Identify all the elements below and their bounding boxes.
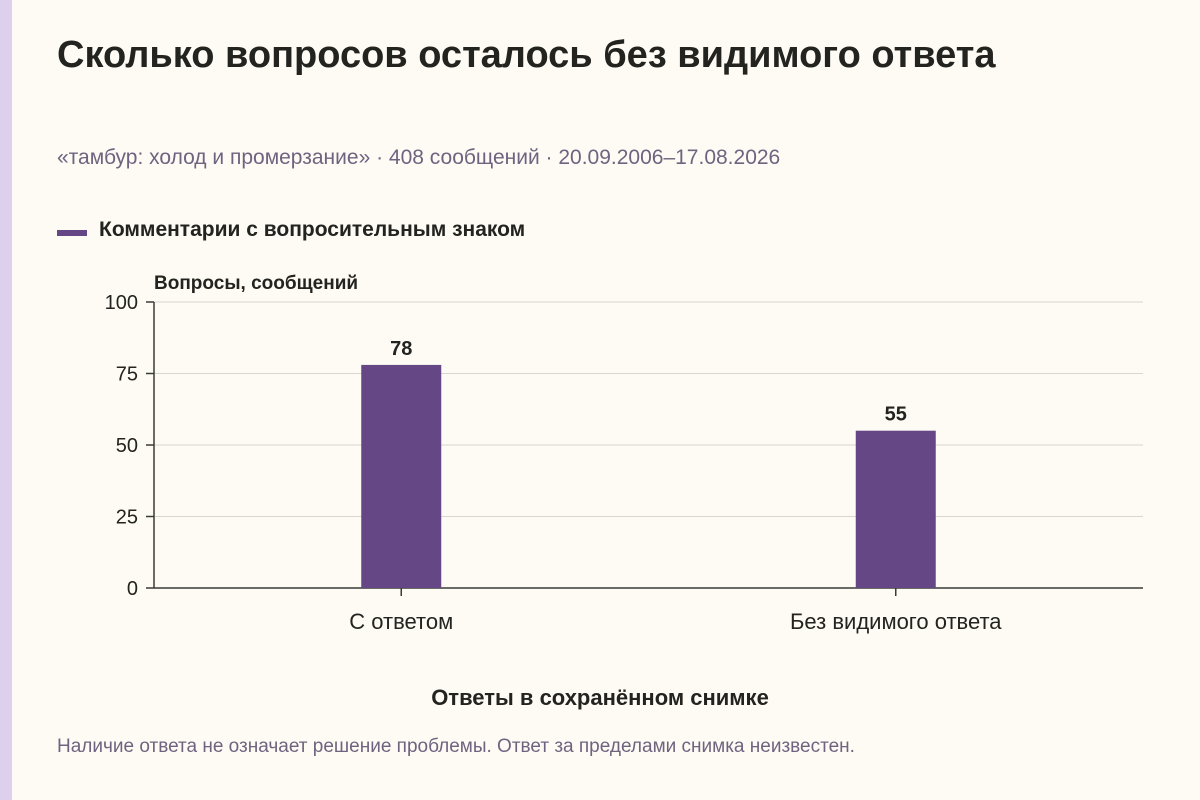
y-tick-label: 50 (116, 435, 138, 457)
x-axis-label: Ответы в сохранённом снимке (431, 685, 769, 710)
bar (855, 430, 936, 588)
legend-swatch (57, 230, 87, 236)
x-tick-label: Без видимого ответа (790, 609, 1002, 634)
bar (361, 364, 442, 588)
y-tick-label: 25 (116, 507, 138, 529)
y-axis-label: Вопросы, сообщений (154, 273, 359, 294)
x-tick-label: С ответом (349, 609, 453, 634)
y-tick-label: 0 (127, 578, 138, 600)
bar-value-label: 55 (885, 404, 907, 426)
legend-label: Комментарии с вопросительным знаком (99, 218, 526, 241)
y-tick-label: 75 (116, 364, 138, 386)
bar-value-label: 78 (390, 338, 412, 360)
chart-title: Сколько вопросов осталось без видимого о… (57, 34, 996, 76)
legend: Комментарии с вопросительным знаком (57, 218, 525, 242)
chart-subtitle: «тамбур: холод и промерзание» · 408 сооб… (57, 146, 781, 169)
accent-strip (0, 0, 12, 800)
footnote: Наличие ответа не означает решение пробл… (57, 736, 855, 757)
y-tick-label: 100 (105, 292, 138, 314)
